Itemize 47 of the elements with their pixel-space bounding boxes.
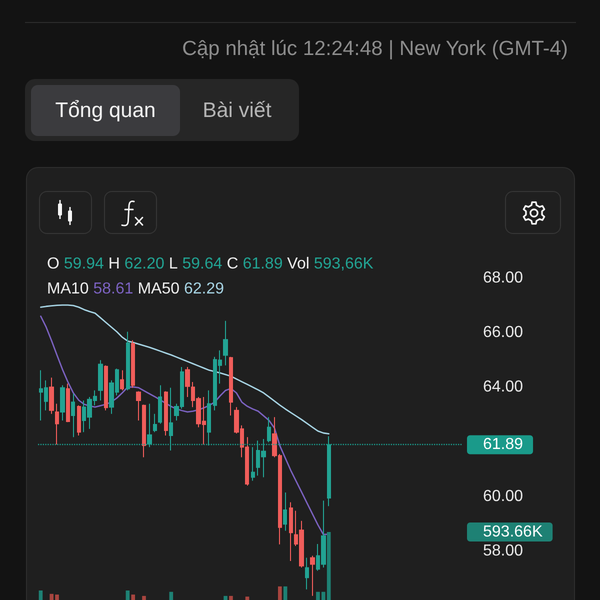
bar bbox=[142, 596, 146, 600]
candlestick bbox=[131, 340, 135, 388]
text: O 59.94 H 62.20 L 59.64 C 61.89 Vol 593,66K bbox=[47, 256, 374, 272]
y-tick-label: 64.00 bbox=[483, 378, 524, 396]
candlestick bbox=[71, 393, 75, 438]
bar bbox=[126, 590, 130, 600]
candlestick bbox=[136, 390, 141, 421]
bar bbox=[131, 594, 136, 600]
ref-line-label: 61.89 bbox=[483, 436, 524, 454]
candlestick bbox=[283, 492, 287, 532]
y-tick-label: 68.00 bbox=[483, 270, 524, 286]
bar bbox=[224, 596, 228, 600]
candlestick bbox=[158, 384, 162, 424]
candlestick bbox=[229, 356, 233, 416]
candlestick bbox=[289, 502, 293, 562]
text: Bài viết bbox=[202, 98, 272, 122]
candlestick bbox=[251, 446, 255, 482]
bar bbox=[38, 590, 43, 600]
y-tick-label: 58.00 bbox=[483, 542, 524, 560]
text: Cập nhật lúc 12:24:48 | New York (GMT-4) bbox=[182, 36, 568, 62]
line-series bbox=[40, 304, 330, 435]
candlestick bbox=[126, 331, 130, 391]
candlestick bbox=[104, 364, 108, 411]
bar bbox=[169, 592, 174, 600]
candlestick bbox=[55, 403, 59, 445]
bar bbox=[283, 586, 288, 600]
candlestick bbox=[223, 320, 228, 366]
bar bbox=[278, 586, 282, 600]
text: 593.66K bbox=[483, 524, 543, 540]
candlestick bbox=[142, 404, 146, 458]
annotation: MA10 58.61 MA50 62.29 bbox=[47, 280, 224, 298]
candlestick bbox=[310, 555, 315, 596]
line-series bbox=[40, 316, 330, 536]
candlestick bbox=[164, 390, 168, 436]
candlestick bbox=[49, 377, 54, 414]
y-tick-label: 66.00 bbox=[483, 324, 524, 342]
text: Tổng quan bbox=[55, 98, 156, 122]
bar bbox=[229, 596, 233, 600]
y-tick-label: 60.00 bbox=[483, 488, 524, 505]
candlestick bbox=[153, 413, 157, 433]
candlestick bbox=[60, 384, 65, 421]
bar bbox=[245, 596, 250, 600]
candlestick bbox=[120, 370, 124, 391]
candlestick bbox=[66, 383, 70, 423]
candlestick bbox=[98, 360, 103, 402]
candlestick bbox=[305, 557, 309, 590]
candlestick bbox=[77, 404, 81, 436]
